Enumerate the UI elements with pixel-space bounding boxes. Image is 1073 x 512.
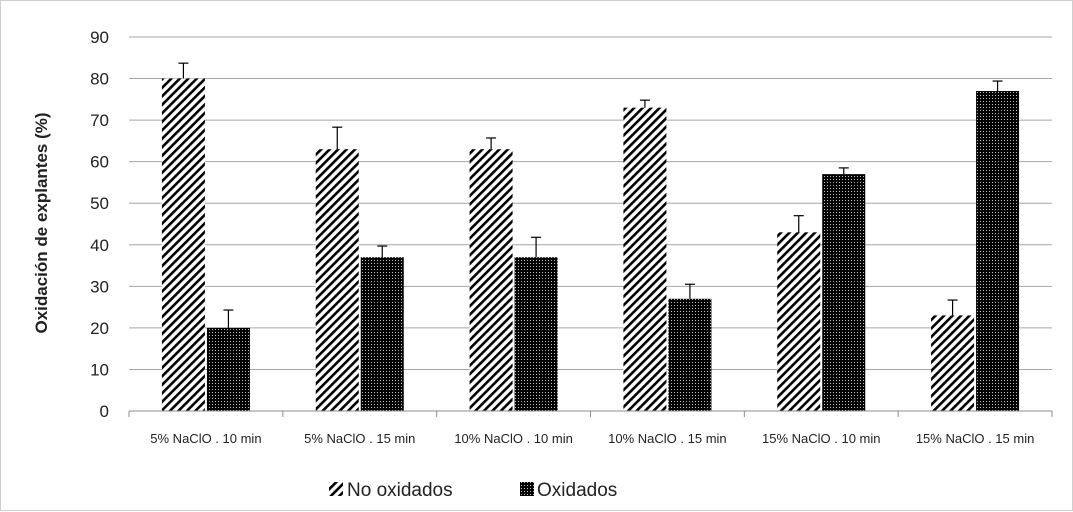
legend-swatch-oxidados [520, 482, 534, 496]
y-tick-label: 60 [90, 153, 109, 172]
gridlines [129, 36, 1052, 370]
axes: 0 10 20 30 40 50 60 70 80 90 5% NaClO . 10 min 5% N… [90, 28, 1053, 446]
legend-label-oxidados: Oxidados [537, 480, 617, 501]
y-tick-label: 80 [90, 70, 109, 89]
legend: No oxidados Oxidados [329, 480, 617, 501]
legend-swatch-no-oxidados [329, 482, 343, 496]
bar-oxidados [206, 327, 250, 411]
bar-oxidados [668, 298, 712, 411]
bar-no-oxidados [623, 107, 667, 412]
bar-no-oxidados [469, 149, 513, 411]
x-category-label: 10% NaClO . 15 min [608, 431, 727, 446]
y-tick-label: 10 [90, 360, 109, 379]
bar-no-oxidados [931, 315, 975, 411]
x-category-label: 5% NaClO . 15 min [304, 431, 415, 446]
y-tick-label: 50 [90, 194, 109, 213]
bar-oxidados [360, 257, 404, 411]
bar-oxidados [514, 257, 558, 411]
y-tick-label: 30 [90, 277, 109, 296]
bar-oxidados [822, 174, 866, 411]
y-axis-title: Oxidación de explantes (%) [32, 112, 51, 333]
x-category-label: 10% NaClO . 10 min [454, 431, 573, 446]
bars [161, 62, 1020, 412]
y-tick-label: 70 [90, 111, 109, 130]
bar-no-oxidados [161, 78, 205, 412]
bar-no-oxidados [315, 149, 359, 411]
bar-no-oxidados [777, 232, 821, 411]
x-category-label: 15% NaClO . 10 min [762, 431, 881, 446]
legend-label-no-oxidados: No oxidados [347, 480, 453, 501]
y-tick-label: 0 [100, 402, 109, 421]
y-tick-label: 20 [90, 319, 109, 338]
y-tick-label: 40 [90, 236, 109, 255]
x-category-label: 5% NaClO . 10 min [150, 431, 261, 446]
x-category-label: 15% NaClO . 15 min [916, 431, 1035, 446]
bar-oxidados [976, 91, 1020, 412]
y-tick-label: 90 [90, 28, 109, 47]
